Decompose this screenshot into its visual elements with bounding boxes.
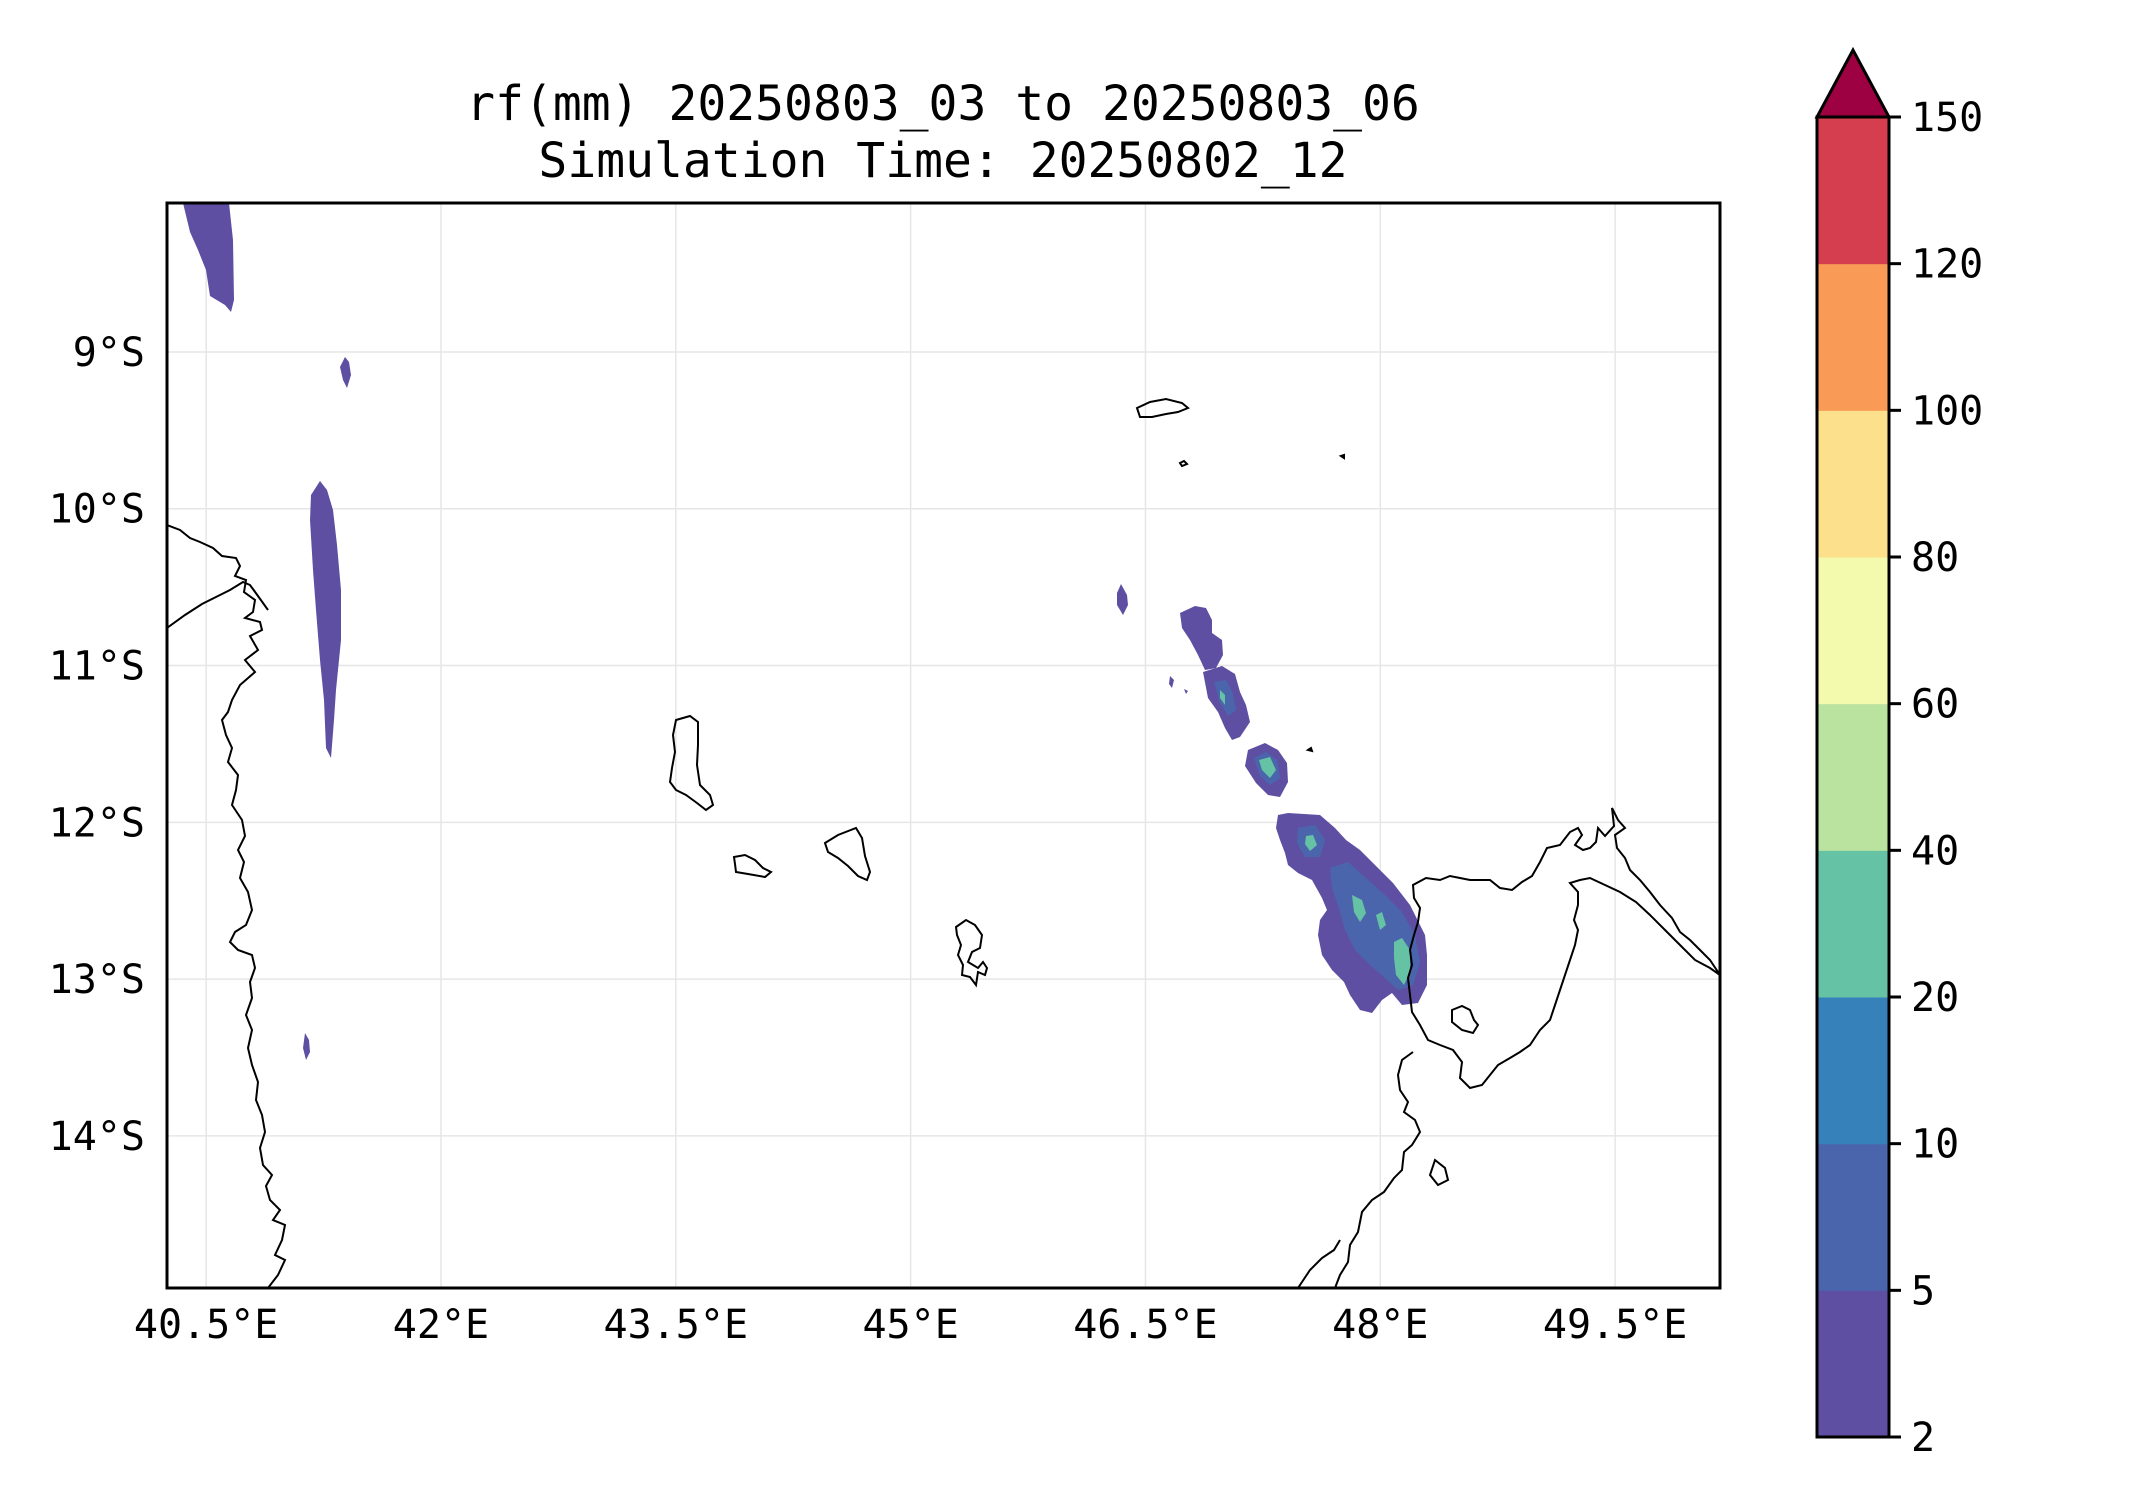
map-frame [165, 201, 1722, 1290]
colorbar-tick-label: 2 [1911, 1415, 1935, 1461]
x-tick-label: 48°E [1332, 1302, 1428, 1348]
rain-band-southern-peak-b [1352, 895, 1366, 922]
colorbar: 2 5 10 20 40 60 80 100 120 150 [1814, 46, 1983, 1461]
y-tick-label: 11°S [49, 644, 145, 690]
colorbar-bin [1817, 117, 1889, 265]
rain-cell-coastal-band [310, 481, 341, 758]
y-tick-label: 12°S [49, 800, 145, 846]
colorbar-bin [1817, 850, 1889, 998]
colorbar-bin [1817, 997, 1889, 1145]
coastline-africa-inlet [167, 580, 269, 629]
coastline-madagascar-west [1334, 1051, 1422, 1288]
y-tick-label: 13°S [49, 957, 145, 1003]
title-line-2: Simulation Time: 20250802_12 [538, 133, 1347, 189]
rain-band-southern-peak-d [1394, 938, 1410, 985]
rain-band-segment-1 [1180, 606, 1223, 670]
colorbar-bin [1817, 703, 1889, 851]
coastline-aldabra [1135, 397, 1190, 418]
colorbar-bin [1817, 1143, 1889, 1291]
coastline-islet-b [1338, 453, 1345, 460]
colorbar-bins [1817, 117, 1889, 1438]
colorbar-tick-label: 40 [1911, 828, 1959, 874]
colorbar-extend-arrow [1814, 46, 1892, 119]
rain-cell-northwest [183, 203, 234, 312]
title-line-1: rf(mm) 20250803_03 to 20250803_06 [466, 76, 1420, 132]
colorbar-tick-label: 100 [1911, 388, 1983, 434]
colorbar-tick-label: 60 [1911, 682, 1959, 728]
rain-band-southern-peak-a [1305, 835, 1317, 851]
colorbar-tick-label: 120 [1911, 242, 1983, 288]
coastlines [167, 397, 1720, 1288]
colorbar-bin [1817, 263, 1889, 411]
colorbar-tick-label: 10 [1911, 1122, 1959, 1168]
rainfall-layer [183, 203, 1427, 1060]
rain-cell-small-b [303, 1033, 310, 1060]
colorbar-tick-label: 20 [1911, 975, 1959, 1021]
coastline-africa-mainland [167, 524, 287, 1288]
y-axis-ticks: 9°S 10°S 11°S 12°S 13°S 14°S [49, 330, 145, 1160]
y-tick-label: 14°S [49, 1114, 145, 1160]
coastline-grande-comore [668, 714, 715, 812]
x-tick-label: 46.5°E [1073, 1302, 1218, 1348]
colorbar-tick-label: 150 [1911, 95, 1983, 141]
x-tick-label: 43.5°E [604, 1302, 749, 1348]
map-panel: 40.5°E 42°E 43.5°E 45°E 46.5°E 48°E 49.5°E 9°S… [49, 201, 1722, 1348]
colorbar-tick-label: 80 [1911, 535, 1959, 581]
colorbar-bin [1817, 1290, 1889, 1438]
x-tick-label: 45°E [862, 1302, 958, 1348]
gridlines [167, 203, 1720, 1288]
coastline-mayotte [954, 918, 989, 988]
colorbar-bin [1817, 557, 1889, 705]
x-axis-ticks: 40.5°E 42°E 43.5°E 45°E 46.5°E 48°E 49.5°E [134, 1302, 1687, 1348]
coastline-anjouan [823, 826, 872, 882]
rain-cell-small-a [340, 357, 351, 388]
coastline-islet-a [1178, 459, 1189, 468]
rain-band-southern-peak-c [1376, 912, 1386, 930]
x-tick-label: 40.5°E [134, 1302, 279, 1348]
coastline-moheli [732, 853, 773, 879]
coastline-madagascar-inner [1428, 1158, 1450, 1187]
rain-cell-tiny-a [1169, 676, 1174, 688]
y-tick-label: 9°S [73, 330, 145, 376]
colorbar-frame [1815, 115, 1891, 1439]
coastline-madagascar-sw [1297, 1239, 1341, 1288]
colorbar-bin [1817, 410, 1889, 558]
map-background [167, 203, 1720, 1288]
colorbar-tick-label: 5 [1911, 1268, 1935, 1314]
x-tick-label: 49.5°E [1543, 1302, 1688, 1348]
colorbar-ticks: 2 5 10 20 40 60 80 100 120 150 [1889, 95, 1983, 1461]
rain-cell-tiny-b [1184, 689, 1188, 694]
x-tick-label: 42°E [393, 1302, 489, 1348]
coastline-islet-c [1305, 746, 1314, 753]
rain-cell-isolated [1117, 584, 1128, 615]
rain-band-segment-3-peak [1259, 757, 1276, 778]
coastline-glorioso [1451, 1004, 1480, 1035]
rain-band-segment-2-peak [1220, 690, 1225, 705]
coastline-madagascar [1406, 807, 1720, 1090]
y-tick-label: 10°S [49, 487, 145, 533]
